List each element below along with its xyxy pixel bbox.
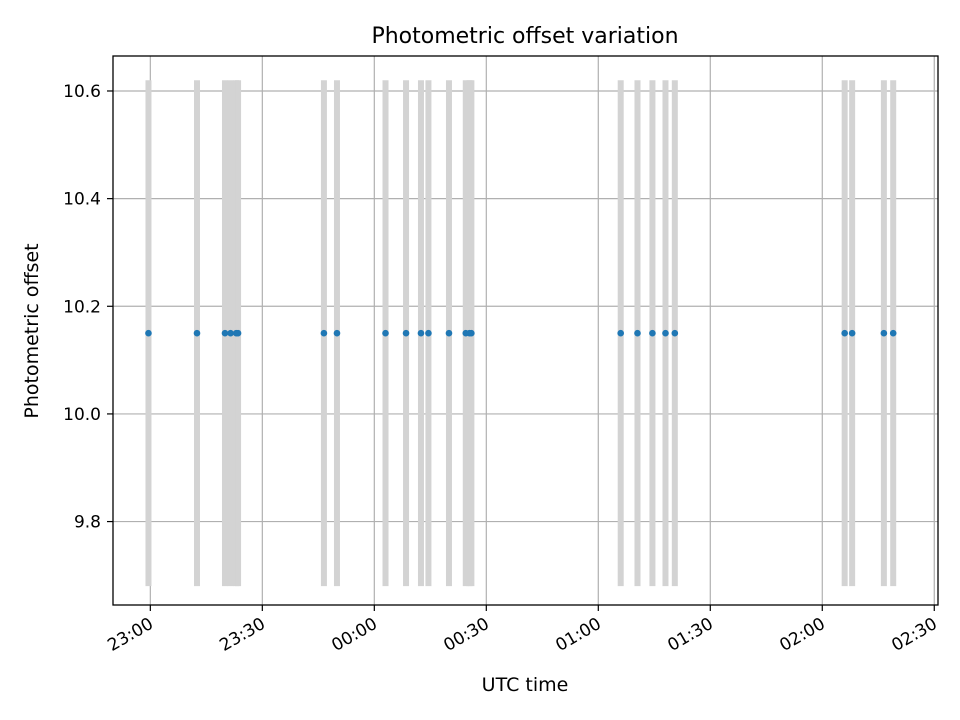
data-point — [193, 329, 201, 337]
data-points — [145, 329, 897, 337]
data-point — [417, 329, 425, 337]
y-tick-label: 10.0 — [63, 405, 101, 425]
data-point — [468, 329, 475, 337]
x-tick-label: 23:00 — [104, 614, 156, 656]
chart-title: Photometric offset variation — [371, 24, 678, 49]
y-ticks: 9.8 10.0 10.2 10.4 10.6 — [63, 82, 113, 533]
x-tick-label: 02:00 — [776, 614, 828, 656]
x-tick-label: 00:30 — [440, 614, 492, 656]
grid — [113, 56, 938, 605]
data-point — [145, 329, 152, 337]
y-tick-label: 10.2 — [63, 297, 101, 317]
error-bars — [145, 80, 897, 587]
data-point — [425, 329, 432, 337]
data-point — [649, 329, 656, 337]
y-tick-label: 10.4 — [63, 190, 101, 210]
y-tick-label: 9.8 — [74, 513, 101, 533]
y-axis-label: Photometric offset — [21, 243, 43, 418]
data-point — [445, 329, 453, 337]
data-point — [889, 329, 897, 337]
data-point — [333, 329, 341, 337]
x-tick-label: 01:00 — [552, 614, 604, 656]
data-point — [634, 329, 641, 337]
x-tick-label: 01:30 — [664, 614, 716, 656]
data-point — [221, 329, 229, 337]
data-point — [671, 329, 679, 337]
x-tick-label: 02:30 — [888, 614, 940, 656]
data-point — [402, 329, 410, 337]
data-point — [880, 329, 888, 337]
x-tick-label: 23:30 — [216, 614, 268, 656]
x-axis-label: UTC time — [482, 674, 569, 696]
y-tick-label: 10.6 — [63, 82, 101, 102]
data-point — [848, 329, 856, 337]
data-point — [617, 329, 624, 337]
x-ticks: 23:00 23:30 00:00 00:30 01:00 01:30 02:00 02:30 — [104, 605, 941, 656]
data-point — [227, 329, 234, 337]
plot-frame — [112, 55, 939, 606]
data-point — [320, 329, 328, 337]
data-point — [382, 329, 389, 337]
data-point — [841, 329, 848, 337]
x-tick-label: 00:00 — [328, 614, 380, 656]
data-point — [662, 329, 669, 337]
data-point — [234, 329, 242, 337]
